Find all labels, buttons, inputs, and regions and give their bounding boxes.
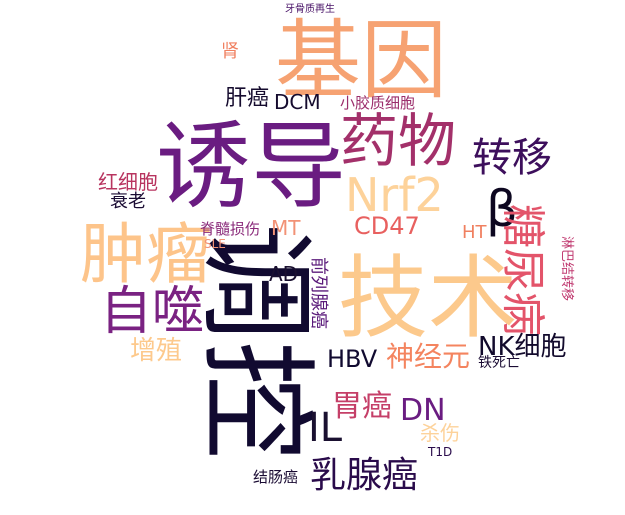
- word-jishu: 技术: [338, 246, 518, 351]
- word-ruxianai: 乳腺癌: [310, 455, 419, 496]
- word-jisui: 脊髓损伤: [200, 220, 261, 238]
- word-shuailao: 衰老: [110, 191, 146, 212]
- word-yaowu: 药物: [340, 107, 457, 175]
- word-zishi: 自噬: [100, 282, 205, 342]
- word-hongxibao: 红细胞: [98, 170, 158, 194]
- word-ad: AD: [269, 262, 299, 286]
- word-nkxibao: NK细胞: [478, 332, 567, 362]
- word-zhuanyi: 转移: [472, 135, 552, 181]
- word-linba: 淋巴结转移: [559, 235, 575, 302]
- word-ht: HT: [462, 222, 487, 243]
- word-weiai: 胃癌: [332, 389, 392, 424]
- word-nrf2: Nrf2: [345, 168, 444, 222]
- word-dn: DN: [400, 393, 446, 428]
- word-shenjingyuan: 神经元: [386, 340, 471, 373]
- word-sle: SLE: [204, 237, 226, 251]
- word-xiaojiaozhi: 小胶质细胞: [340, 94, 416, 112]
- word-beta: β: [486, 180, 518, 238]
- word-youdao: 诱导: [156, 112, 347, 222]
- word-t1d: T1D: [428, 445, 453, 459]
- word-il: IL: [308, 405, 343, 451]
- word-tiaokong: 调控: [187, 222, 326, 460]
- word-ganai: 肝癌: [225, 86, 270, 111]
- word-tiesiwang: 铁死亡: [478, 355, 520, 371]
- word-dcm: DCM: [274, 90, 321, 114]
- word-zengzhi: 增殖: [130, 336, 183, 366]
- word-hbv: HBV: [327, 345, 378, 373]
- word-qianliexian: 前列腺癌: [308, 257, 329, 329]
- word-cd47: CD47: [354, 212, 420, 240]
- word-shen: 肾: [221, 41, 239, 62]
- word-mt: MT: [271, 216, 301, 240]
- word-jiyin: 基因: [275, 11, 447, 111]
- word-yagu: 牙骨质再生: [285, 4, 335, 15]
- word-tangniaobing: 糖尿病: [497, 204, 548, 336]
- word-jiechangai: 结肠癌: [253, 468, 299, 486]
- word-shashang: 杀伤: [420, 421, 460, 445]
- word-zhongliu: 肿瘤: [80, 216, 212, 293]
